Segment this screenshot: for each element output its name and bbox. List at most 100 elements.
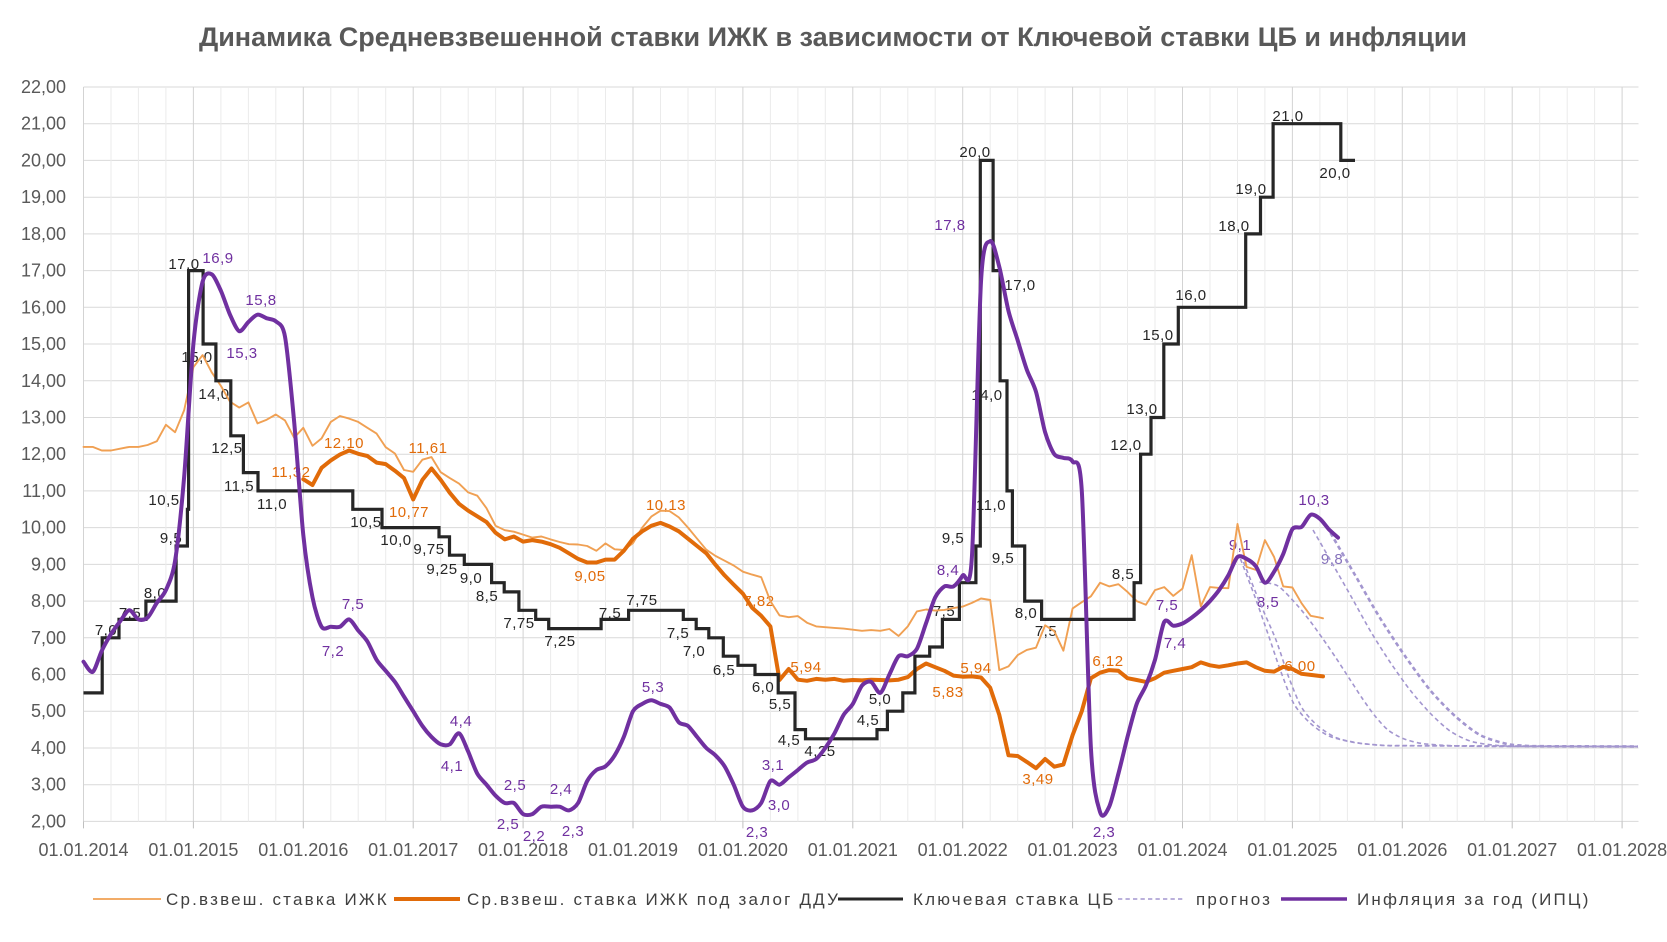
svg-text:9,05: 9,05 [574,568,605,585]
svg-text:Ср.взвеш. ставка ИЖК: Ср.взвеш. ставка ИЖК [166,890,389,909]
svg-text:15,0: 15,0 [1142,327,1173,344]
svg-text:16,00: 16,00 [21,297,66,317]
svg-text:2,00: 2,00 [31,811,66,831]
svg-text:11,5: 11,5 [224,478,254,495]
svg-text:3,1: 3,1 [762,757,784,774]
svg-text:13,00: 13,00 [21,408,66,428]
svg-text:8,0: 8,0 [1015,605,1037,622]
svg-text:01.01.2027: 01.01.2027 [1467,840,1557,860]
svg-text:7,25: 7,25 [544,633,575,650]
svg-text:2,3: 2,3 [562,823,584,840]
svg-text:15,00: 15,00 [21,334,66,354]
svg-text:11,00: 11,00 [22,481,66,501]
svg-text:01.01.2026: 01.01.2026 [1357,840,1447,860]
svg-text:01.01.2022: 01.01.2022 [918,840,1008,860]
svg-text:01.01.2020: 01.01.2020 [698,840,788,860]
svg-text:20,0: 20,0 [959,144,990,161]
svg-text:4,1: 4,1 [441,758,463,775]
svg-text:6,5: 6,5 [713,662,735,679]
svg-text:10,5: 10,5 [350,514,381,531]
svg-text:9,00: 9,00 [31,554,66,574]
svg-text:01.01.2015: 01.01.2015 [148,840,238,860]
svg-text:9,5: 9,5 [942,530,964,547]
svg-text:12,5: 12,5 [211,440,242,457]
svg-text:5,83: 5,83 [932,684,963,701]
svg-text:9,75: 9,75 [413,541,444,558]
svg-text:01.01.2018: 01.01.2018 [478,840,568,860]
svg-text:10,0: 10,0 [380,532,411,549]
svg-text:01.01.2016: 01.01.2016 [258,840,348,860]
svg-text:3,00: 3,00 [31,775,66,795]
svg-text:12,00: 12,00 [21,444,66,464]
svg-text:3,49: 3,49 [1022,771,1053,788]
svg-text:7,00: 7,00 [31,628,66,648]
svg-text:18,00: 18,00 [21,224,66,244]
svg-text:7,2: 7,2 [322,643,344,660]
svg-text:9,8: 9,8 [1321,551,1343,568]
svg-text:01.01.2025: 01.01.2025 [1247,840,1337,860]
svg-text:17,00: 17,00 [21,261,66,281]
svg-text:8,5: 8,5 [476,588,498,605]
svg-text:9,0: 9,0 [460,570,482,587]
svg-text:14,00: 14,00 [21,371,66,391]
svg-text:9,5: 9,5 [992,550,1014,567]
svg-text:18,0: 18,0 [1218,218,1249,235]
svg-text:15,3: 15,3 [226,345,257,362]
svg-text:7,5: 7,5 [599,605,621,622]
svg-text:10,5: 10,5 [148,492,179,509]
svg-text:2,4: 2,4 [550,781,572,798]
svg-text:20,00: 20,00 [21,150,66,170]
svg-text:4,4: 4,4 [450,713,472,730]
svg-text:5,00: 5,00 [31,701,66,721]
svg-text:Ключевая ставка ЦБ: Ключевая ставка ЦБ [913,890,1116,909]
svg-text:01.01.2021: 01.01.2021 [808,840,898,860]
svg-text:6,0: 6,0 [752,679,774,696]
svg-text:7,5: 7,5 [1156,597,1178,614]
svg-text:16,0: 16,0 [1175,287,1206,304]
svg-text:2,5: 2,5 [497,816,519,833]
svg-text:12,10: 12,10 [324,435,364,452]
svg-text:21,0: 21,0 [1272,108,1303,125]
svg-text:2,5: 2,5 [504,777,526,794]
svg-text:11,0: 11,0 [257,496,287,513]
svg-text:10,00: 10,00 [21,518,66,538]
svg-text:Динамика Средневзвешенной став: Динамика Средневзвешенной ставки ИЖК в з… [199,22,1467,52]
svg-text:2,3: 2,3 [1093,824,1115,841]
svg-text:10,3: 10,3 [1298,492,1329,509]
svg-text:4,5: 4,5 [778,732,800,749]
svg-text:01.01.2014: 01.01.2014 [38,840,128,860]
svg-text:2,3: 2,3 [746,824,768,841]
svg-text:17,8: 17,8 [934,217,965,234]
svg-text:7,75: 7,75 [626,592,657,609]
svg-text:Инфляция за год (ИПЦ): Инфляция за год (ИПЦ) [1357,890,1591,909]
svg-text:10,77: 10,77 [389,504,429,521]
svg-text:Ср.взвеш. ставка ИЖК под залог: Ср.взвеш. ставка ИЖК под залог ДДУ [467,890,840,909]
svg-text:11,61: 11,61 [409,440,448,457]
svg-text:19,0: 19,0 [1235,181,1266,198]
svg-text:17,0: 17,0 [168,256,199,273]
svg-text:2,2: 2,2 [523,828,545,845]
svg-text:7,75: 7,75 [503,615,534,632]
svg-text:4,00: 4,00 [31,738,66,758]
svg-text:10,13: 10,13 [646,497,686,514]
svg-text:01.01.2017: 01.01.2017 [368,840,458,860]
svg-text:15,8: 15,8 [245,292,276,309]
svg-text:16,9: 16,9 [202,250,233,267]
svg-text:5,5: 5,5 [769,696,791,713]
svg-text:прогноз: прогноз [1196,890,1272,909]
svg-text:5,94: 5,94 [790,659,821,676]
svg-text:8,5: 8,5 [1257,594,1279,611]
svg-text:22,00: 22,00 [21,77,66,97]
svg-text:14,0: 14,0 [198,386,229,403]
svg-text:01.01.2023: 01.01.2023 [1028,840,1118,860]
svg-text:7,4: 7,4 [1164,635,1186,652]
svg-text:20,0: 20,0 [1319,165,1350,182]
svg-text:5,0: 5,0 [869,691,891,708]
svg-text:7,5: 7,5 [342,596,364,613]
svg-text:13,0: 13,0 [1126,401,1157,418]
svg-text:3,0: 3,0 [768,797,790,814]
svg-text:01.01.2019: 01.01.2019 [588,840,678,860]
svg-text:8,00: 8,00 [31,591,66,611]
svg-text:21,00: 21,00 [21,114,66,134]
svg-text:11,0: 11,0 [976,497,1006,514]
